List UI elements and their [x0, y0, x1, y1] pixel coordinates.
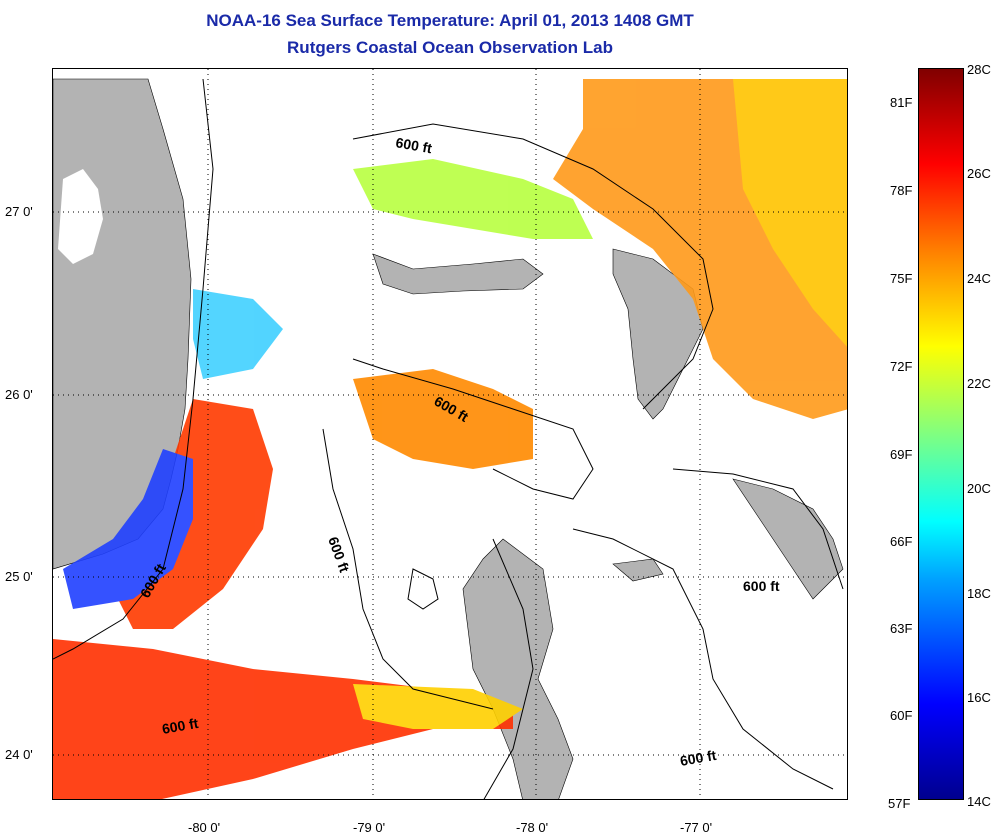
sst-patch-west-blue: [63, 449, 193, 609]
isobath-line-west: [53, 78, 214, 660]
colorbar-f-66: 66F: [890, 534, 913, 549]
land-small-cay: [612, 558, 664, 582]
isobath-label-central: 600 ft: [325, 535, 353, 575]
isobath-line-east: [672, 468, 844, 590]
isobath-label-sw: 600 ft: [161, 715, 200, 737]
colorbar-f-60: 60F: [890, 708, 913, 723]
land-grand-bahama: [372, 253, 544, 295]
land-andros: [462, 538, 574, 799]
colorbar-f-69: 69F: [890, 447, 913, 462]
colorbar-f-81: 81F: [890, 95, 913, 110]
lon-label-78: -78 0': [516, 820, 549, 835]
map-title: NOAA-16 Sea Surface Temperature: April 0…: [206, 11, 694, 30]
colorbar-c-22: 22C: [967, 376, 991, 391]
isobath-line-north: [352, 123, 714, 410]
sst-patch-south-yellow: [353, 684, 523, 729]
sst-patch-north-green: [353, 159, 593, 239]
lat-label-24: 24 0': [5, 747, 33, 762]
colorbar-f-57: 57F: [888, 796, 911, 811]
isobath-label-east: 600 ft: [743, 578, 780, 594]
isobath-line-se: [572, 528, 834, 790]
colorbar-f-63: 63F: [890, 621, 913, 636]
lon-label-77: -77 0': [680, 820, 713, 835]
lat-label-26: 26 0': [5, 387, 33, 402]
colorbar-f-78: 78F: [890, 183, 913, 198]
isobath-label-se: 600 ft: [679, 747, 718, 769]
map-subtitle: Rutgers Coastal Ocean Observation Lab: [287, 38, 613, 57]
temperature-colorbar: [918, 68, 964, 800]
sst-patch-ne-yellow: [733, 79, 847, 347]
isobath-line-mid: [352, 358, 594, 500]
colorbar-c-18: 18C: [967, 586, 991, 601]
colorbar-c-16: 16C: [967, 690, 991, 705]
colorbar-c-14: 14C: [967, 794, 991, 809]
graticule: [53, 69, 847, 799]
land-exuma-cay: [732, 478, 844, 600]
lon-label-80: -80 0': [188, 820, 221, 835]
sst-map-canvas: 600 ft 600 ft 600 ft 600 ft 600 ft 600 f…: [53, 69, 847, 799]
lat-label-27: 27 0': [5, 204, 33, 219]
colorbar-c-24: 24C: [967, 271, 991, 286]
lat-label-25: 25 0': [5, 569, 33, 584]
sst-map: 600 ft 600 ft 600 ft 600 ft 600 ft 600 f…: [52, 68, 848, 800]
sst-patch-cyan-coast: [193, 289, 283, 379]
colorbar-c-26: 26C: [967, 166, 991, 181]
colorbar-c-20: 20C: [967, 481, 991, 496]
colorbar-f-75: 75F: [890, 271, 913, 286]
colorbar-f-72: 72F: [890, 359, 913, 374]
lon-label-79: -79 0': [353, 820, 386, 835]
colorbar-c-28: 28C: [967, 62, 991, 77]
isobath-label-north: 600 ft: [394, 134, 433, 156]
isobath-line-south: [483, 538, 534, 799]
sst-patch-mid-orange: [353, 369, 533, 469]
sst-patch-south-red: [53, 639, 513, 799]
isobath-line-tongue: [407, 568, 439, 610]
isobath-600ft: [53, 78, 844, 799]
lake-okeechobee: [58, 169, 103, 264]
